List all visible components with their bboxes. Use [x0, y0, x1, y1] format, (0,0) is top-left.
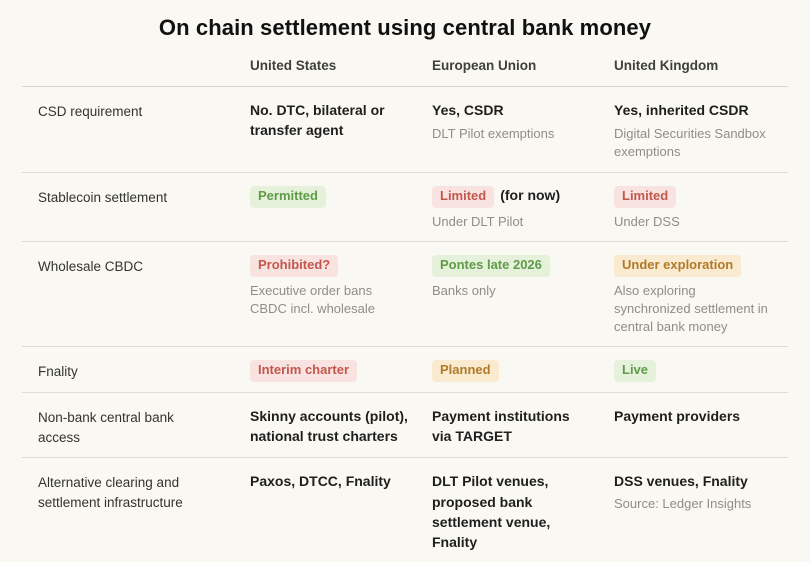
column-header-european-union: European Union — [432, 58, 537, 73]
row-label: Alternative clearing and settlement infr… — [38, 475, 183, 510]
status-badge: Live — [614, 360, 657, 383]
comparison-table: United States European Union United King… — [22, 41, 788, 562]
cell-main-text: Paxos, DTCC, Fnality — [250, 473, 391, 490]
status-badge: Prohibited? — [250, 254, 339, 277]
status-badge: Permitted — [250, 185, 326, 208]
cell-us-alt: Paxos, DTCC, Fnality — [250, 471, 426, 491]
status-badge: Under exploration — [614, 254, 742, 277]
cell-eu-nonbank: Payment institutions via TARGET — [432, 406, 608, 447]
table-row-wholesale-cbdc: Wholesale CBDC Prohibited? Executive ord… — [22, 242, 788, 348]
cell-eu-fnality: Planned — [432, 360, 608, 383]
row-label: Stablecoin settlement — [38, 189, 168, 205]
cell-uk-cbdc: Under exploration Also exploring synchro… — [614, 254, 788, 336]
cell-us-stablecoin: Permitted — [250, 185, 426, 208]
table-row-nonbank-access: Non-bank central bank access Skinny acco… — [22, 393, 788, 459]
status-badge: Interim charter — [250, 360, 358, 383]
cell-uk-alt: DSS venues, Fnality — [614, 471, 788, 491]
cell-main-text: Payment institutions via TARGET — [432, 408, 570, 445]
page-title: On chain settlement using central bank m… — [158, 15, 652, 40]
cell-us-cbdc: Prohibited? Executive order bans CBDC in… — [250, 254, 426, 318]
cell-sub-text: Digital Securities Sandbox exemptions — [614, 126, 766, 160]
row-label: CSD requirement — [38, 104, 143, 119]
table-header-row: United States European Union United King… — [22, 41, 788, 87]
cell-eu-alt: DLT Pilot venues, proposed bank settleme… — [432, 471, 608, 552]
table-row-stablecoin-settlement: Stablecoin settlement Permitted Limited (… — [22, 173, 788, 242]
status-badge: Limited — [432, 185, 495, 208]
cell-main-text: Skinny accounts (pilot), national trust … — [250, 408, 408, 445]
cell-eu-csd: Yes, CSDR DLT Pilot exemptions — [432, 100, 608, 143]
badge-after-text: (for now) — [500, 186, 561, 203]
cell-eu-cbdc: Pontes late 2026 Banks only — [432, 254, 608, 300]
row-label: Non-bank central bank access — [38, 410, 174, 445]
status-badge: Pontes late 2026 — [432, 254, 550, 277]
cell-sub-text: Executive order bans CBDC incl. wholesal… — [250, 282, 375, 316]
source-attribution: Source: Ledger Insights — [614, 496, 752, 511]
cell-sub-text: Under DLT Pilot — [432, 213, 524, 229]
cell-uk-stablecoin: Limited Under DSS — [614, 185, 788, 231]
cell-uk-nonbank: Payment providers — [614, 406, 788, 426]
cell-eu-stablecoin: Limited (for now) Under DLT Pilot — [432, 185, 608, 231]
cell-main-text: Yes, inherited CSDR — [614, 102, 749, 118]
cell-main-text: Payment providers — [614, 408, 741, 425]
row-label: Wholesale CBDC — [38, 258, 144, 274]
cell-us-nonbank: Skinny accounts (pilot), national trust … — [250, 406, 426, 447]
cell-uk-csd: Yes, inherited CSDR Digital Securities S… — [614, 100, 788, 162]
table-row-csd-requirement: CSD requirement No. DTC, bilateral or tr… — [22, 87, 788, 173]
cell-sub-text: DLT Pilot exemptions — [432, 126, 555, 142]
cell-sub-text: Under DSS — [614, 213, 680, 229]
cell-main-text: DSS venues, Fnality — [614, 473, 748, 490]
column-header-united-kingdom: United Kingdom — [614, 58, 719, 73]
status-badge: Limited — [614, 185, 677, 208]
cell-main-text: Yes, CSDR — [432, 102, 504, 118]
cell-sub-text: Also exploring synchronized settlement i… — [614, 282, 768, 335]
cell-main-text: No. DTC, bilateral or transfer agent — [250, 102, 385, 139]
cell-uk-fnality: Live — [614, 360, 788, 383]
cell-sub-text: Banks only — [432, 282, 496, 298]
status-badge: Planned — [432, 360, 499, 383]
cell-main-text: DLT Pilot venues, proposed bank settleme… — [432, 473, 551, 551]
cell-us-fnality: Interim charter — [250, 360, 426, 383]
row-label: Fnality — [38, 364, 78, 380]
infographic-page: On chain settlement using central bank m… — [22, 15, 788, 551]
table-row-fnality: Fnality Interim charter Planned Live — [22, 347, 788, 394]
column-header-united-states: United States — [250, 58, 337, 73]
cell-us-csd: No. DTC, bilateral or transfer agent — [250, 100, 426, 141]
